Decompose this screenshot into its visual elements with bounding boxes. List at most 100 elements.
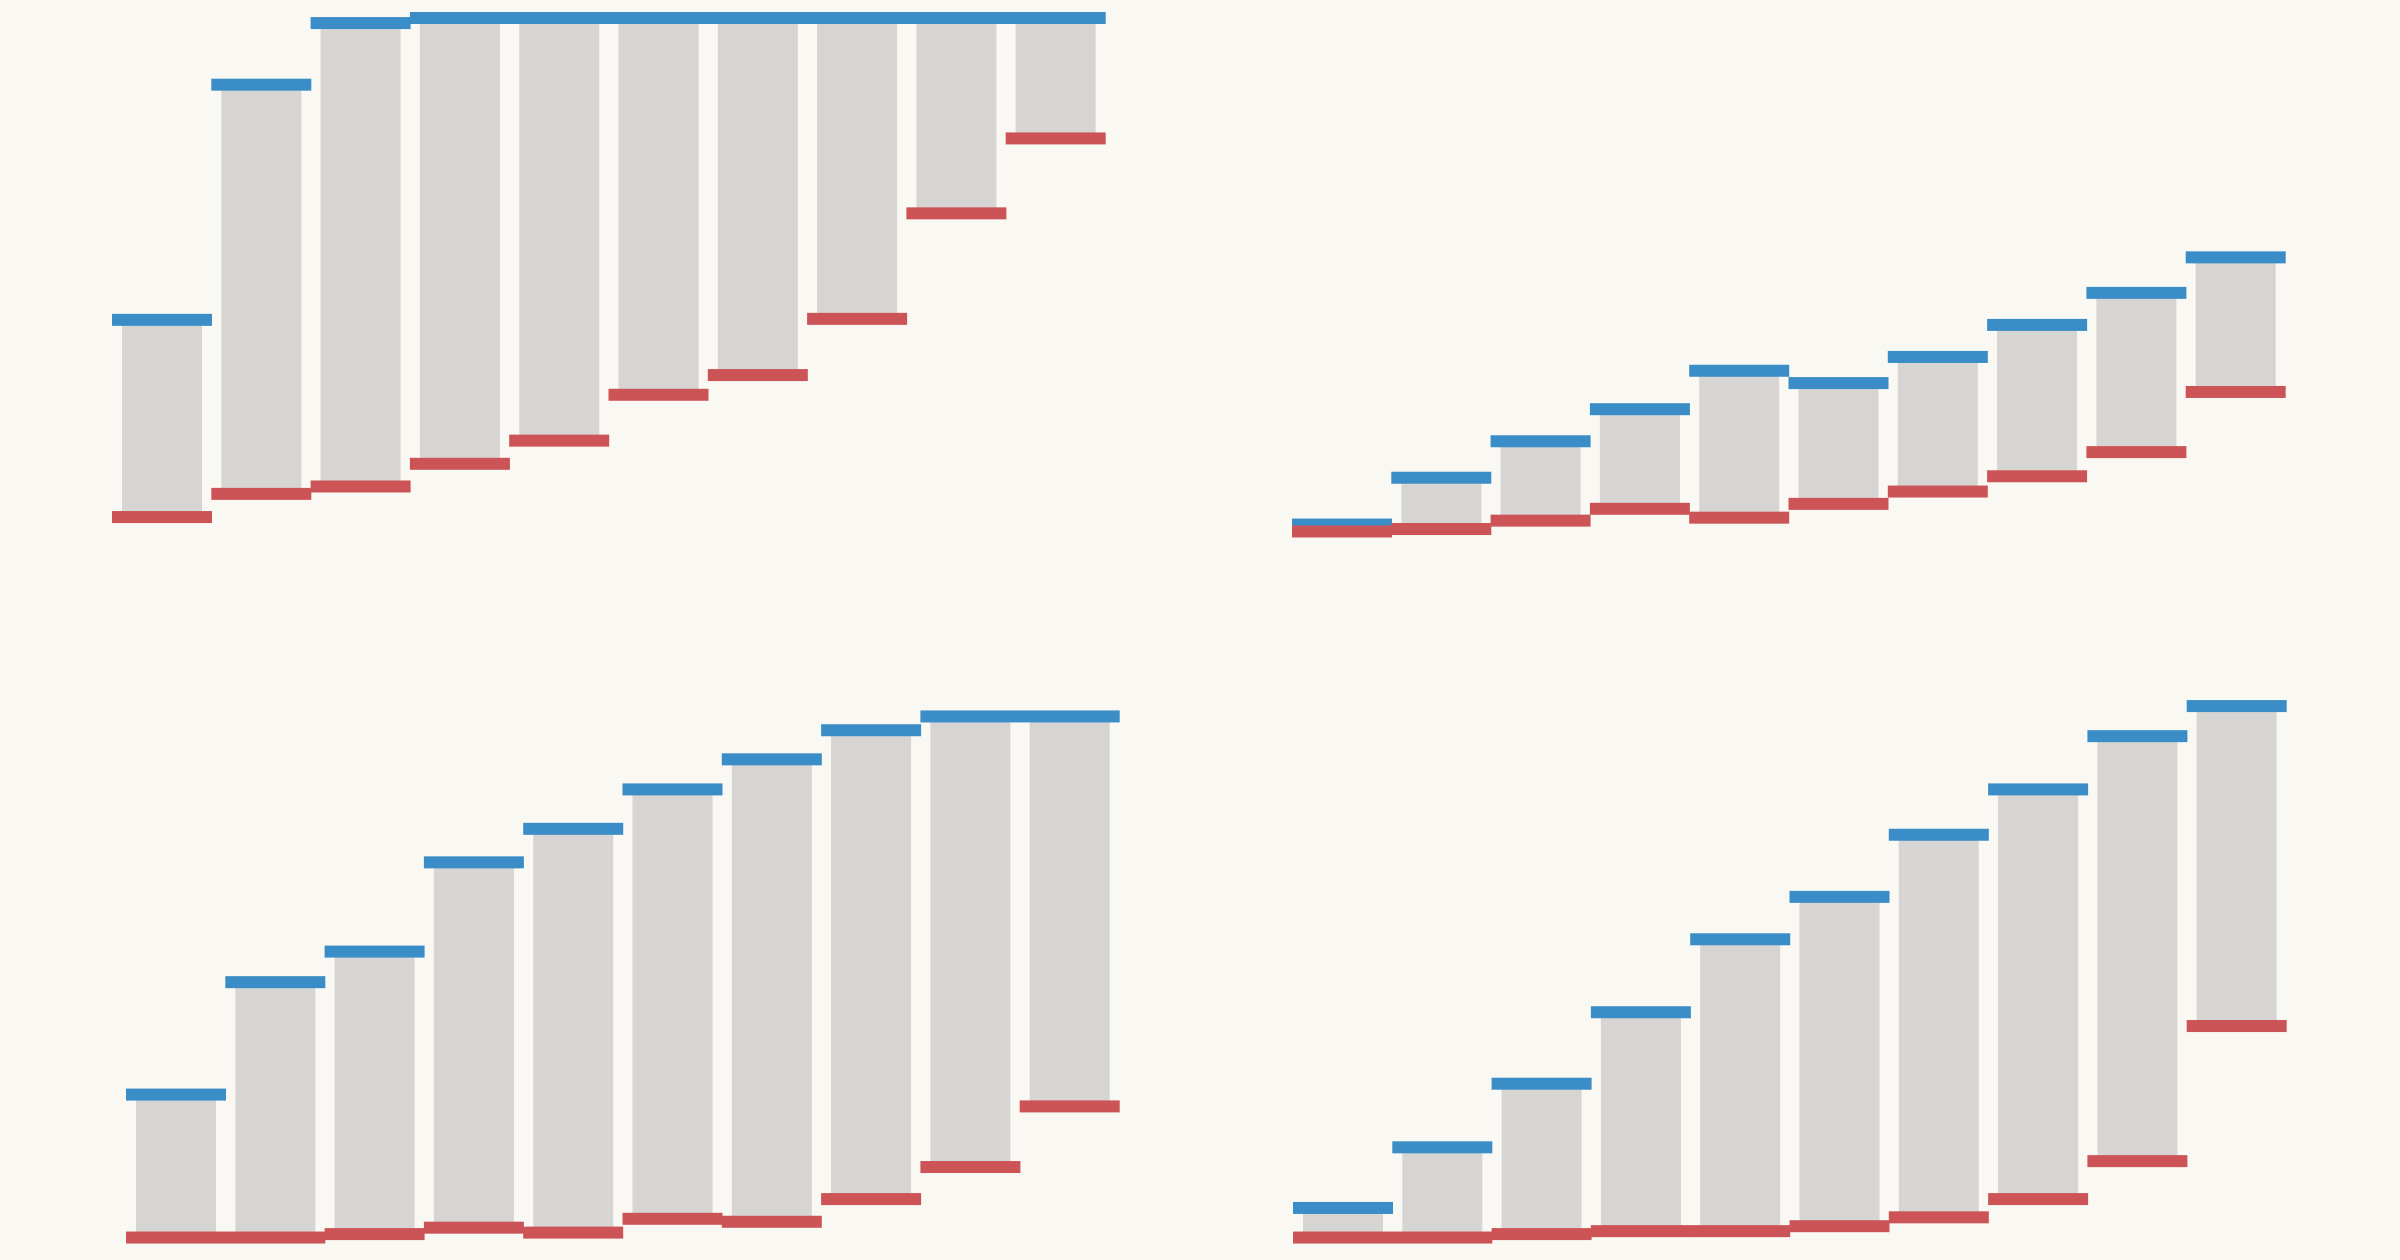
range-bar xyxy=(1898,834,1979,1218)
high-marker xyxy=(310,17,411,30)
low-marker xyxy=(1392,1231,1493,1244)
range-bar xyxy=(817,18,898,319)
high-marker xyxy=(608,12,709,24)
chart-panel-4 xyxy=(1293,700,2287,1244)
low-marker xyxy=(409,457,510,470)
high-marker xyxy=(1491,1077,1592,1090)
high-marker xyxy=(1789,890,1890,903)
high-marker xyxy=(2086,286,2187,299)
range-bar xyxy=(1402,1147,1483,1238)
high-marker xyxy=(1689,364,1790,377)
range-bar xyxy=(2195,257,2276,392)
low-marker xyxy=(1789,1220,1890,1233)
range-bar xyxy=(1015,18,1096,139)
low-marker xyxy=(1005,132,1106,145)
high-marker xyxy=(126,1088,226,1101)
low-marker xyxy=(1019,1100,1120,1113)
high-marker xyxy=(1019,710,1120,723)
low-marker xyxy=(707,369,808,382)
high-marker xyxy=(721,753,822,766)
range-bar xyxy=(221,84,302,494)
range-bar xyxy=(2196,706,2277,1027)
range-bar xyxy=(1799,896,1880,1227)
range-bar xyxy=(533,828,614,1233)
range-bar xyxy=(618,18,699,395)
high-marker xyxy=(211,78,312,91)
range-bar xyxy=(717,18,798,376)
high-marker xyxy=(1490,435,1591,448)
range-bar xyxy=(632,789,713,1219)
high-marker xyxy=(423,856,524,869)
chart-panel-2 xyxy=(1292,251,2286,538)
high-marker xyxy=(906,12,1007,24)
low-marker xyxy=(920,1161,1021,1174)
high-marker xyxy=(2186,700,2287,713)
high-marker xyxy=(324,945,425,958)
range-bar xyxy=(519,18,600,441)
range-bar xyxy=(334,951,415,1235)
range-bar xyxy=(1998,789,2079,1200)
low-marker xyxy=(906,207,1007,220)
low-marker xyxy=(622,1212,723,1225)
high-marker xyxy=(920,710,1021,723)
range-bar xyxy=(122,319,202,518)
high-marker xyxy=(225,976,326,989)
low-marker xyxy=(1788,497,1889,510)
high-marker xyxy=(523,822,624,835)
low-marker xyxy=(821,1193,922,1206)
high-marker xyxy=(1788,377,1889,390)
high-marker xyxy=(821,724,922,737)
low-marker xyxy=(2186,1020,2287,1033)
high-marker xyxy=(1887,350,1988,363)
low-marker xyxy=(112,511,212,524)
high-marker xyxy=(1005,12,1106,24)
range-bar xyxy=(1401,477,1482,530)
high-marker xyxy=(2087,730,2188,743)
range-bar xyxy=(2096,292,2177,453)
range-bar xyxy=(1700,939,1781,1232)
low-marker xyxy=(523,1226,624,1239)
high-marker xyxy=(112,313,212,326)
range-bar xyxy=(1599,409,1680,509)
range-bar xyxy=(831,730,912,1200)
range-bar xyxy=(1501,1083,1582,1235)
low-marker xyxy=(1292,525,1392,538)
range-bar xyxy=(1997,324,2078,477)
high-marker xyxy=(707,12,808,24)
low-marker xyxy=(310,480,411,493)
high-marker xyxy=(1690,933,1791,946)
high-marker xyxy=(807,12,908,24)
low-marker xyxy=(2185,385,2286,398)
low-marker xyxy=(2086,446,2187,459)
range-bar xyxy=(1699,370,1780,518)
range-bar xyxy=(916,18,997,214)
low-marker xyxy=(807,312,908,325)
range-bar xyxy=(1897,356,1978,492)
high-marker xyxy=(1987,318,2088,331)
low-marker xyxy=(1689,511,1790,524)
low-marker xyxy=(1590,1225,1691,1238)
high-marker xyxy=(1392,1141,1493,1154)
high-marker xyxy=(2185,251,2286,264)
low-marker xyxy=(721,1215,822,1228)
low-marker xyxy=(1491,1228,1592,1241)
range-bar xyxy=(731,759,812,1222)
low-marker xyxy=(324,1228,425,1241)
range-bar xyxy=(235,982,316,1238)
range-bar xyxy=(1600,1012,1681,1232)
low-marker xyxy=(1887,485,1988,498)
low-marker xyxy=(1888,1211,1989,1224)
high-marker xyxy=(1589,403,1690,416)
low-marker xyxy=(126,1231,226,1244)
range-bar xyxy=(2097,736,2178,1162)
low-marker xyxy=(2087,1155,2188,1168)
low-marker xyxy=(608,388,709,401)
low-marker xyxy=(1690,1225,1791,1238)
high-marker xyxy=(1391,471,1492,484)
low-marker xyxy=(1293,1231,1393,1244)
range-bar xyxy=(1029,716,1110,1107)
low-marker xyxy=(423,1221,524,1234)
high-marker xyxy=(509,12,610,24)
low-marker xyxy=(1988,1193,2089,1206)
